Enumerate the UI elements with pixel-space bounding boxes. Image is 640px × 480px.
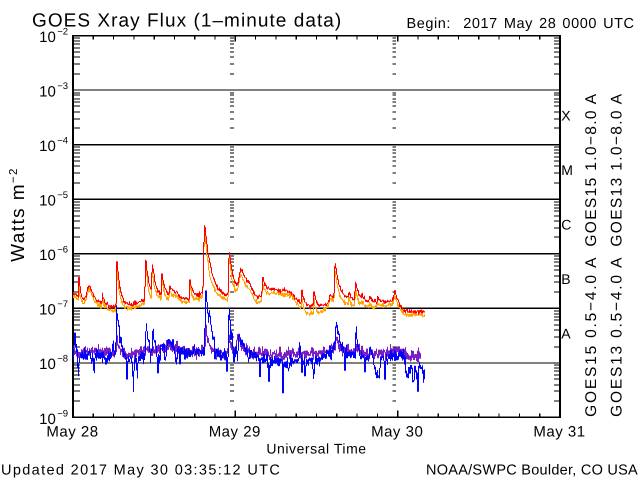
svg-text:May 29: May 29	[209, 424, 261, 441]
svg-text:GOES15 0.5−4.0 A: GOES15 0.5−4.0 A	[583, 256, 600, 417]
svg-text:10: 10	[39, 411, 56, 428]
svg-text:−4: −4	[57, 135, 68, 146]
svg-text:GOES13 1.0−8.0 A: GOES13 1.0−8.0 A	[609, 93, 626, 247]
svg-text:−3: −3	[57, 81, 68, 92]
svg-text:Begin: 2017 May 28 0000 UTC: Begin: 2017 May 28 0000 UTC	[407, 16, 635, 32]
svg-text:10: 10	[39, 29, 56, 46]
svg-text:−9: −9	[57, 408, 68, 419]
svg-text:10: 10	[39, 193, 56, 210]
svg-text:A: A	[561, 326, 571, 342]
svg-text:Watts m−2: Watts m−2	[8, 167, 29, 262]
svg-text:GOES Xray Flux (1–minute data): GOES Xray Flux (1–minute data)	[32, 10, 342, 31]
svg-text:10: 10	[39, 83, 56, 100]
svg-text:GOES13 0.5−4.0 A: GOES13 0.5−4.0 A	[609, 256, 626, 417]
svg-text:M: M	[561, 162, 573, 178]
svg-text:10: 10	[39, 356, 56, 373]
svg-text:−2: −2	[57, 26, 68, 37]
svg-text:NOAA/SWPC Boulder, CO USA: NOAA/SWPC Boulder, CO USA	[426, 463, 638, 479]
svg-text:May 30: May 30	[371, 424, 423, 441]
svg-text:10: 10	[39, 302, 56, 319]
svg-text:B: B	[561, 271, 570, 287]
svg-text:C: C	[561, 217, 571, 233]
svg-text:−6: −6	[57, 245, 68, 256]
svg-text:10: 10	[39, 138, 56, 155]
svg-text:−8: −8	[57, 354, 68, 365]
svg-text:May 31: May 31	[533, 424, 585, 441]
svg-text:GOES15 1.0−8.0 A: GOES15 1.0−8.0 A	[583, 93, 600, 247]
svg-text:Updated 2017 May 30 03:35:12 U: Updated 2017 May 30 03:35:12 UTC	[1, 463, 281, 479]
svg-text:10: 10	[39, 247, 56, 264]
svg-text:−7: −7	[57, 299, 68, 310]
svg-text:X: X	[561, 107, 571, 123]
svg-text:Universal Time: Universal Time	[266, 441, 366, 457]
svg-text:−5: −5	[57, 190, 68, 201]
svg-text:May 28: May 28	[46, 424, 98, 441]
